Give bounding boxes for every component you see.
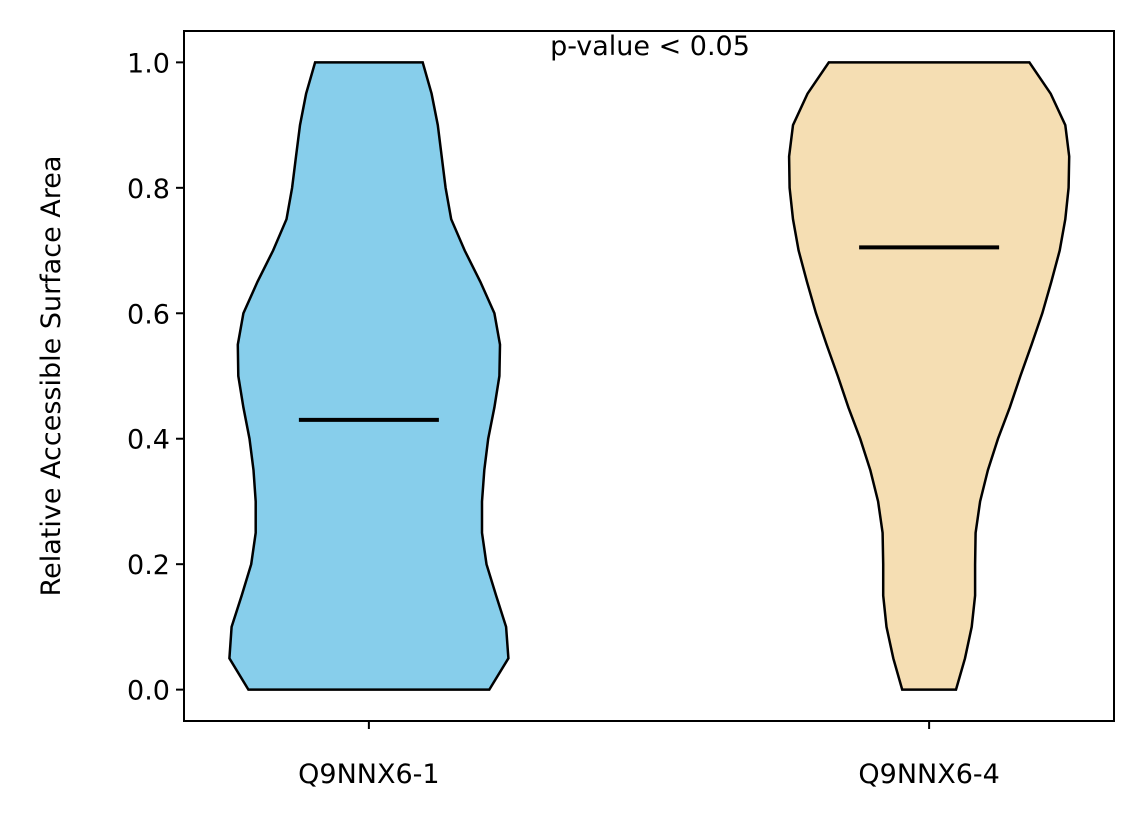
y-tick-label: 0.4 <box>127 425 170 456</box>
plot-frame <box>183 30 1115 722</box>
violin <box>228 61 510 691</box>
annotation: p-value < 0.05 <box>550 31 750 62</box>
x-tick-label: Q9NNX6-1 <box>298 759 439 790</box>
y-axis-label: Relative Accessible Surface Area <box>36 156 67 597</box>
y-tick-label: 0.8 <box>127 174 170 205</box>
y-tick-label: 0.6 <box>127 299 170 330</box>
violin <box>787 61 1071 691</box>
y-tick-label: 0.0 <box>127 676 170 707</box>
y-tick-label: 1.0 <box>127 48 170 79</box>
y-tick-label: 0.2 <box>127 550 170 581</box>
x-tick-label: Q9NNX6-4 <box>858 759 999 790</box>
